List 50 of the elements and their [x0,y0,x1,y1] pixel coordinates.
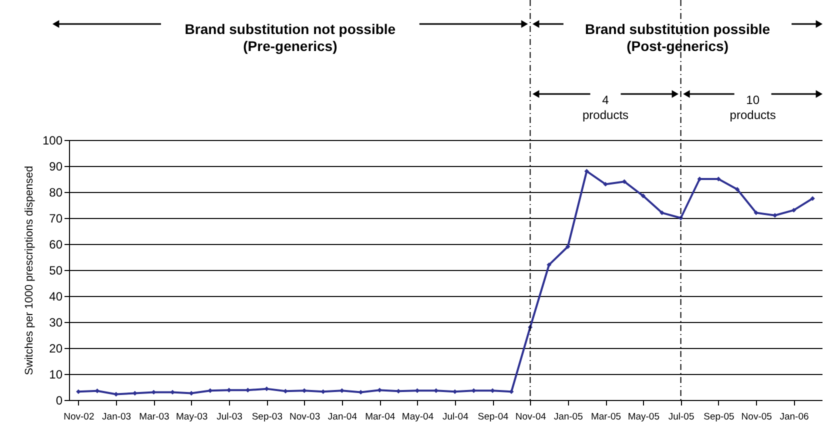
point [340,388,344,393]
point [810,196,815,201]
point [640,194,646,198]
x-tick-label: Sep-03 [252,412,282,422]
x-tick-label: May-04 [402,412,434,422]
x-tick-label: Nov-05 [741,412,772,422]
point [114,392,118,397]
x-tick-label: May-03 [176,412,208,422]
y-tick-label: 30 [49,316,63,330]
y-axis-title: Switches per 1000 prescriptions dispensed [23,166,36,376]
x-tick-label: Jul-04 [442,412,468,422]
point [584,168,590,174]
y-tick-label: 70 [49,212,63,226]
x-tick-label: Jan-06 [780,412,809,422]
x-tick-label: Nov-03 [290,412,320,422]
point [791,208,796,213]
x-tick-label: Jul-03 [216,412,242,422]
point [734,187,740,192]
point [754,210,758,216]
text: 10 products [730,93,776,122]
point [772,213,778,218]
text: Brand substitution possible (Post-generics) [584,21,770,54]
x-tick-label: Mar-04 [365,412,396,422]
point [566,244,570,249]
y-tick-label: 10 [49,368,63,382]
y-tick-label: 50 [49,264,63,278]
y-tick-label: 60 [49,238,63,252]
x-tick-label: Mar-05 [590,412,622,422]
y-tick-label: 90 [49,160,63,174]
text: Brand substitution not possible (Pre-generics) [184,21,396,54]
y-tick-label: 20 [49,342,63,356]
point [546,262,552,268]
x-tick-label: Nov-02 [64,412,94,422]
y-tick-label: 100 [42,134,63,148]
text: 4 products [582,93,629,122]
x-tick-label: Mar-03 [139,412,170,422]
y-tick-label: 40 [49,290,63,304]
point [509,389,514,394]
x-tick-label: Jul-05 [668,412,694,422]
point [226,388,232,392]
x-tick-label: Sep-04 [478,412,508,422]
x-tick-label: Jan-03 [102,412,132,422]
x-tick-label: Nov-04 [515,412,546,422]
y-tick-label: 80 [49,186,63,200]
x-tick-label: Sep-05 [704,412,734,422]
x-tick-label: May-05 [628,412,660,422]
y-tick-label: 0 [56,394,63,408]
point [660,210,664,216]
x-tick-label: Jan-05 [554,412,583,422]
x-tick-label: Jan-04 [328,412,357,422]
